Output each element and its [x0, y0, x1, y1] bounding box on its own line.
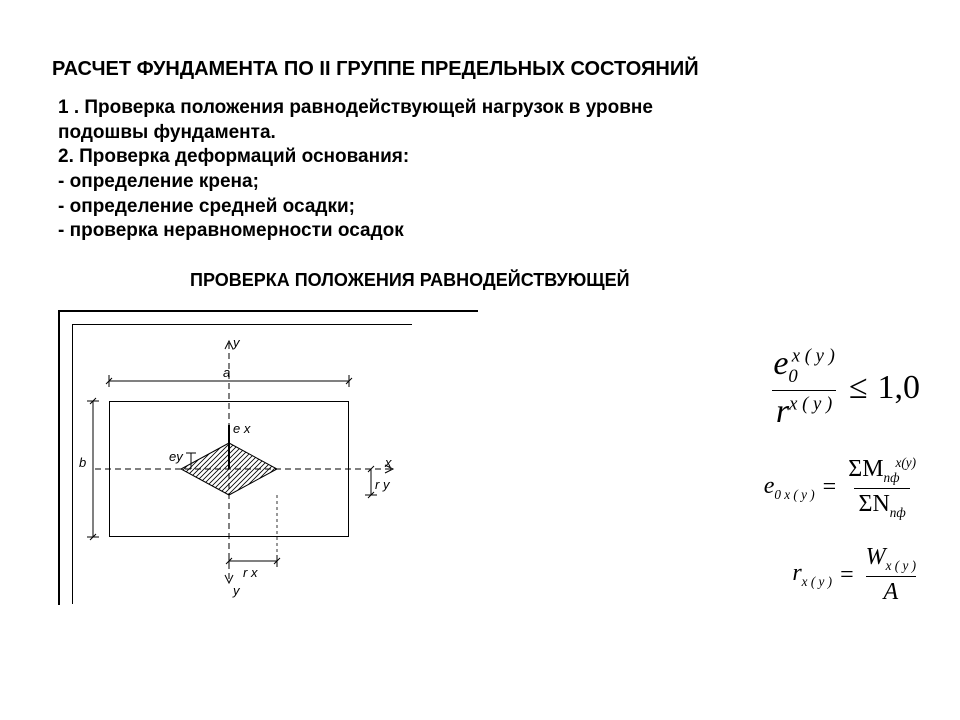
diagram-frame: y y x a b r x r y ey e x — [58, 310, 478, 605]
f1-rhs: 1,0 — [878, 369, 921, 407]
f2-sub: 0 x ( y ) — [774, 486, 814, 501]
body-text: 1 . Проверка положения равнодействующей … — [58, 96, 878, 244]
f2-pf2: пф — [890, 504, 906, 519]
label-y-top: y — [233, 335, 240, 350]
f3-Wxy: x ( y ) — [886, 558, 916, 573]
f3-W: W — [866, 544, 886, 570]
text-line-2: подошвы фундамента. — [58, 121, 878, 146]
f2-SM: ΣM — [848, 456, 883, 482]
label-rx: r x — [243, 565, 257, 580]
inner-frame: y y x a b r x r y ey e x — [72, 324, 412, 604]
text-line-4: - определение крена; — [58, 170, 878, 195]
f2-e: e — [764, 473, 775, 499]
f2-eq: = — [823, 474, 837, 501]
text-line-1: 1 . Проверка положения равнодействующей … — [58, 96, 878, 121]
f2-SN: ΣN — [858, 491, 889, 517]
formula-3: rx ( y ) = Wx ( y ) A — [580, 544, 920, 606]
text-line-6: - проверка неравномерности осадок — [58, 219, 878, 244]
f3-r: r — [792, 560, 801, 586]
label-ex: e x — [233, 421, 250, 436]
text-line-3: 2. Проверка деформаций основания: — [58, 145, 878, 170]
label-y-bot: y — [233, 583, 240, 598]
f3-rxy: x ( y ) — [802, 574, 832, 589]
label-x: x — [385, 455, 392, 470]
f1-xy2: x ( y ) — [789, 393, 832, 414]
f3-eq: = — [840, 562, 854, 589]
f1-le: ≤ — [849, 369, 868, 407]
label-ry: r y — [375, 477, 389, 492]
f1-e: e — [773, 345, 788, 382]
f1-r: r — [776, 393, 789, 430]
page-title: РАСЧЕТ ФУНДАМЕНТА ПО II ГРУППЕ ПРЕДЕЛЬНЫ… — [52, 58, 699, 81]
f2-sup: x(y) — [896, 455, 917, 470]
label-ey: ey — [169, 449, 183, 464]
diagram-svg — [73, 325, 413, 605]
formula-2: e0 x ( y ) = ΣMпфx(y) ΣNпф — [580, 455, 920, 521]
text-line-5: - определение средней осадки; — [58, 195, 878, 220]
subtitle: ПРОВЕРКА ПОЛОЖЕНИЯ РАВНОДЕЙСТВУЮЩЕЙ — [190, 270, 630, 291]
formulas-block: e0x ( y ) rx ( y ) ≤ 1,0 e0 x ( y ) = ΣM… — [580, 345, 920, 630]
label-a: a — [223, 365, 230, 380]
formula-1: e0x ( y ) rx ( y ) ≤ 1,0 — [580, 345, 920, 431]
label-b: b — [79, 455, 86, 470]
f1-xy1: x ( y ) — [792, 346, 835, 367]
f3-A: A — [883, 579, 898, 605]
f2-pf1: пф — [884, 470, 900, 485]
f1-zero: 0 — [788, 366, 797, 387]
